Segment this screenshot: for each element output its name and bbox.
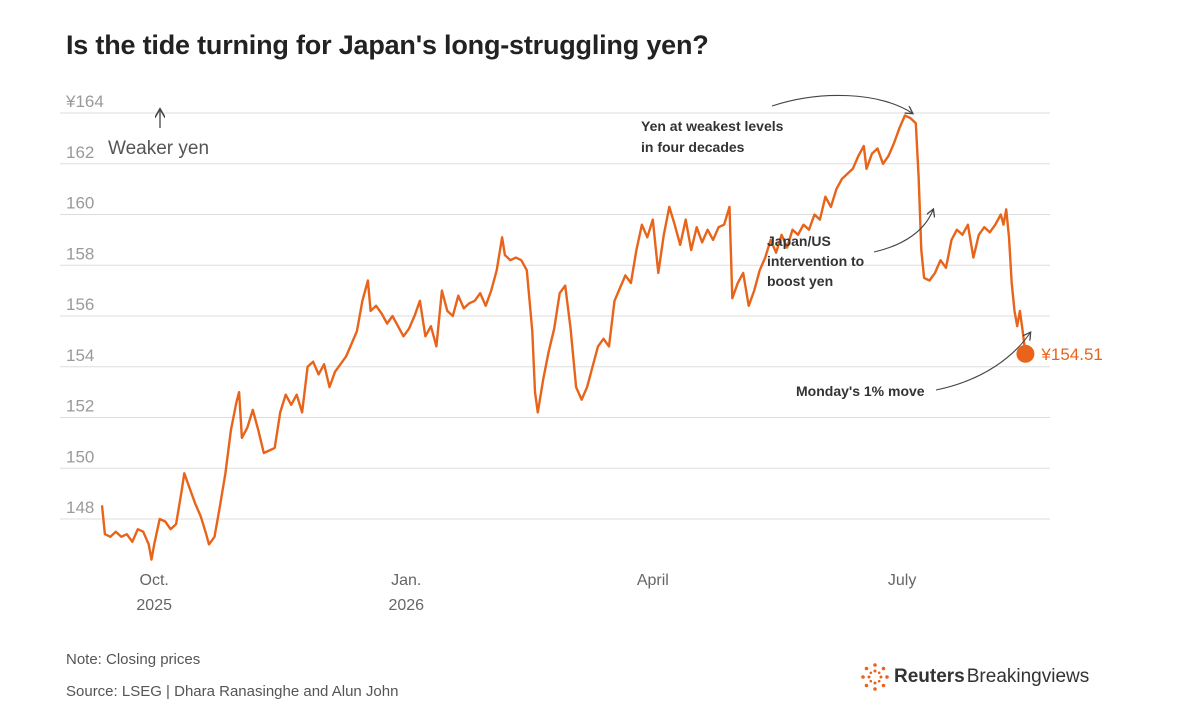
x-tick-label: Jan.	[391, 572, 421, 589]
annotation-line: in four decades	[641, 139, 745, 155]
chart: 148 150 152 154 156 158 160 162 ¥164 Oct. 2025 Jan…	[60, 92, 1103, 614]
grid-lines	[60, 112, 1050, 520]
chart-source: Source: LSEG | Dhara Ranasinghe and Alun…	[66, 683, 399, 700]
annotation-monday: Monday's 1% move	[796, 333, 1030, 399]
brand-logo: Reuters Breakingviews	[860, 662, 1089, 692]
y-tick-label: 154	[66, 346, 94, 365]
annotation-arrow	[935, 333, 1030, 391]
annotation-arrow	[873, 210, 933, 253]
x-tick-label: Oct.	[140, 572, 169, 589]
annotation-arrow	[771, 94, 912, 113]
chart-title: Is the tide turning for Japan's long-str…	[66, 30, 709, 60]
brand-bold: Reuters	[894, 666, 965, 687]
y-tick-label: 156	[66, 295, 94, 314]
reuters-logo-icon	[861, 663, 889, 691]
annotation-line: boost yen	[767, 273, 833, 289]
x-tick-label: April	[637, 572, 669, 589]
y-tick-label: 160	[66, 194, 94, 213]
y-axis-ticks: 148 150 152 154 156 158 160 162 ¥164	[65, 92, 104, 517]
annotation-line: Yen at weakest levels	[641, 118, 784, 134]
y-tick-label: 150	[66, 447, 94, 466]
x-axis-ticks: Oct. 2025 Jan. 2026 April July	[136, 572, 916, 614]
last-value-point	[1016, 344, 1035, 363]
last-value-label: ¥154.51	[1040, 345, 1102, 364]
weaker-yen-label: Weaker yen	[108, 110, 209, 159]
x-tick-label: July	[888, 572, 916, 589]
series-line	[100, 114, 1027, 561]
annotation-line: Japan/US	[767, 233, 831, 249]
x-tick-label: 2025	[136, 597, 172, 614]
y-tick-label: 158	[66, 244, 94, 263]
y-tick-label: ¥164	[65, 92, 104, 111]
annotation-line: Monday's 1% move	[796, 383, 925, 399]
annotation-weakest: Yen at weakest levels in four decades	[641, 94, 912, 155]
brand-regular: Breakingviews	[966, 666, 1090, 687]
y-tick-label: 162	[66, 143, 94, 162]
direction-label: Weaker yen	[108, 138, 209, 159]
chart-note: Note: Closing prices	[66, 651, 201, 668]
annotation-line: intervention to	[767, 253, 864, 269]
annotation-intervention: Japan/US intervention to boost yen	[767, 210, 933, 289]
y-tick-label: 148	[66, 498, 94, 517]
y-tick-label: 152	[66, 397, 94, 416]
x-tick-label: 2026	[388, 597, 424, 614]
